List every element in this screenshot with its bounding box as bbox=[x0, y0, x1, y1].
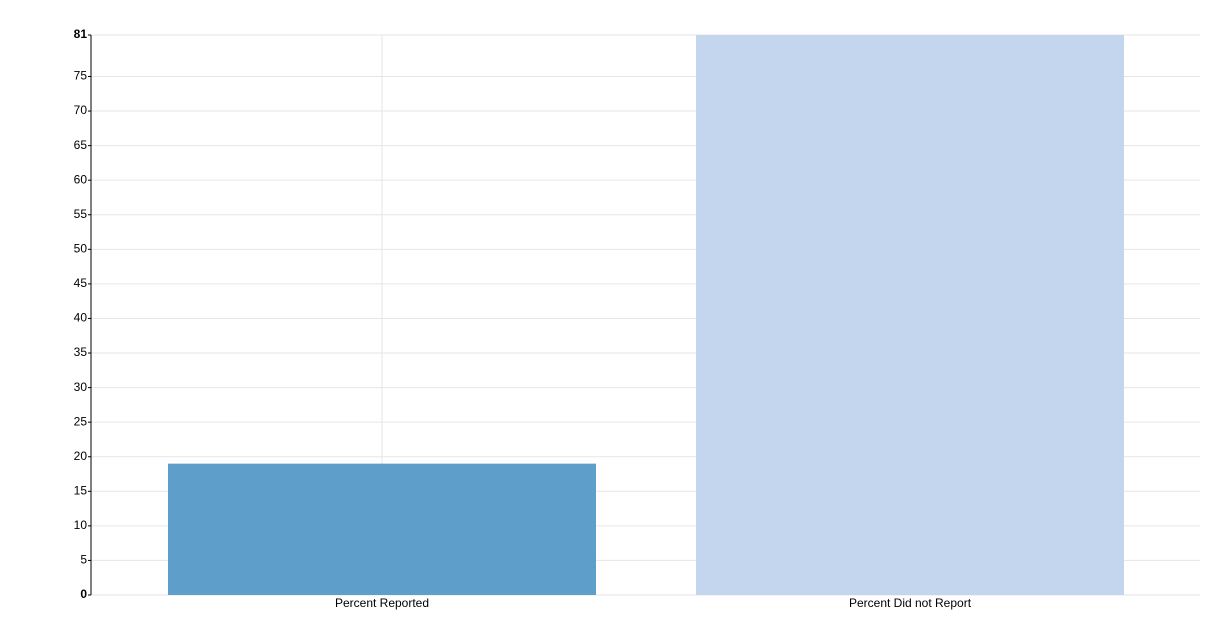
y-tick-label: 75 bbox=[74, 69, 88, 83]
y-tick-label: 45 bbox=[74, 276, 88, 290]
bar bbox=[696, 35, 1124, 595]
y-tick-label: 65 bbox=[74, 138, 88, 152]
y-tick-label: 15 bbox=[74, 483, 88, 497]
y-tick-label: 50 bbox=[74, 241, 88, 255]
y-tick-label: 5 bbox=[80, 553, 87, 567]
y-tick-label: 25 bbox=[74, 414, 88, 428]
y-tick-label: 81 bbox=[74, 27, 88, 41]
y-tick-label: 10 bbox=[74, 518, 88, 532]
x-tick-label: Percent Reported bbox=[335, 596, 429, 610]
y-tick-label: 60 bbox=[74, 172, 88, 186]
y-tick-label: 0 bbox=[80, 587, 87, 601]
y-tick-label: 35 bbox=[74, 345, 88, 359]
x-tick-label: Percent Did not Report bbox=[849, 596, 972, 610]
y-tick-label: 70 bbox=[74, 103, 88, 117]
y-tick-label: 30 bbox=[74, 380, 88, 394]
bar bbox=[168, 463, 596, 595]
y-tick-label: 55 bbox=[74, 207, 88, 221]
y-tick-label: 40 bbox=[74, 311, 88, 325]
y-tick-label: 20 bbox=[74, 449, 88, 463]
